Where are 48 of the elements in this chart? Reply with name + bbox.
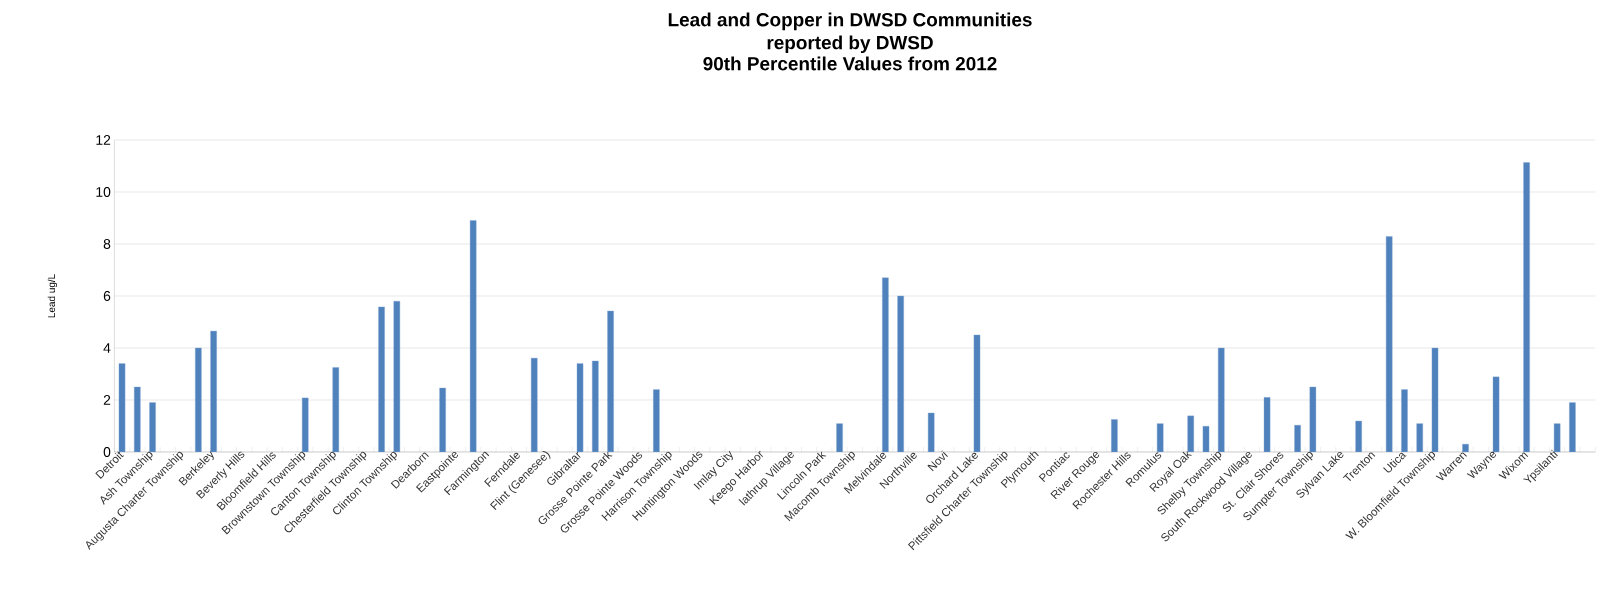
bar xyxy=(195,347,202,452)
bar xyxy=(378,306,385,452)
bar xyxy=(1355,420,1362,452)
bar xyxy=(973,334,981,452)
y-axis-title: Lead ug/L xyxy=(47,274,58,318)
bar xyxy=(1431,347,1439,452)
bar xyxy=(439,387,446,452)
bar xyxy=(1462,443,1469,452)
bar xyxy=(134,386,141,452)
bar xyxy=(576,363,584,452)
bar xyxy=(210,330,217,452)
y-tick-label: 4 xyxy=(103,343,111,353)
bar xyxy=(653,389,660,452)
bar xyxy=(1523,162,1530,452)
y-tick-label: 12 xyxy=(96,135,111,145)
bar xyxy=(1263,397,1271,452)
bar xyxy=(927,412,935,452)
bar xyxy=(393,300,401,452)
bar xyxy=(1553,423,1561,452)
bar xyxy=(1309,386,1317,452)
bar xyxy=(1111,419,1118,452)
bar xyxy=(1218,347,1225,452)
y-tick-label: 8 xyxy=(103,239,111,249)
bar xyxy=(1385,236,1393,452)
chart-subtitle: 90th Percentile Values from 2012 xyxy=(703,56,997,71)
bar xyxy=(332,367,340,452)
bar xyxy=(607,310,614,452)
bar xyxy=(1569,402,1576,452)
bar xyxy=(149,402,156,452)
bar xyxy=(1401,389,1408,452)
chart-title: Lead and Copper in DWSD Communities reported by DWSD xyxy=(668,12,1032,54)
bar xyxy=(592,360,599,452)
bar xyxy=(897,295,904,452)
bar xyxy=(1416,423,1423,452)
bar xyxy=(836,423,843,452)
bar xyxy=(1202,426,1210,452)
bar xyxy=(301,397,309,452)
bar xyxy=(530,357,538,452)
bar xyxy=(1492,376,1500,452)
bar xyxy=(1294,425,1301,452)
bar xyxy=(469,220,477,452)
bar xyxy=(118,363,126,452)
y-tick-label: 10 xyxy=(96,187,111,197)
bar xyxy=(1187,415,1194,452)
y-tick-label: 2 xyxy=(103,395,111,405)
bar xyxy=(1156,423,1164,452)
y-tick-label: 6 xyxy=(103,291,111,301)
bar xyxy=(882,277,889,452)
